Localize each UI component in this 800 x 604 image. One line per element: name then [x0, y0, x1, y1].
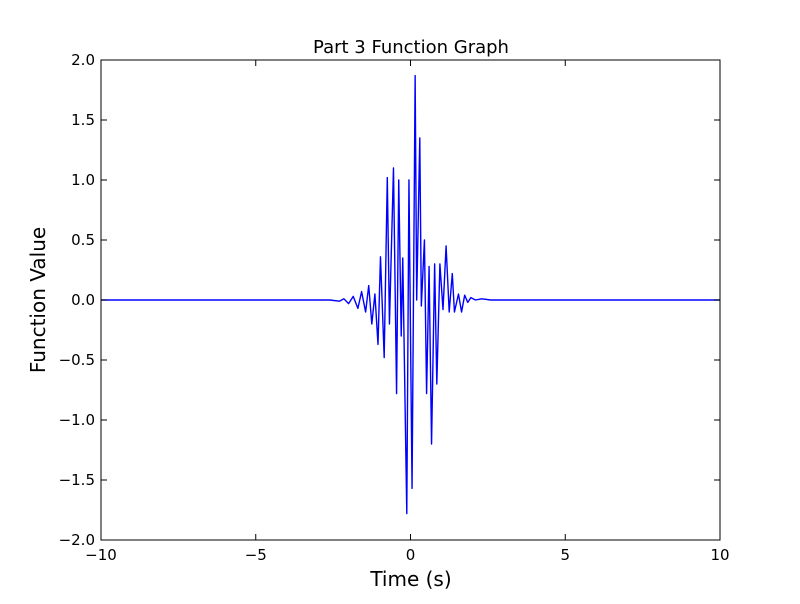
x-tick-label: 0 — [406, 546, 416, 564]
x-tick-label: 5 — [560, 546, 570, 564]
y-axis-ticks: 2.0 1.5 1.0 0.5 0.0 −0.5 −1.0 −1.5 −2.0 — [59, 51, 720, 549]
x-tick-label: 10 — [710, 546, 729, 564]
x-tick-label: −5 — [245, 546, 267, 564]
x-axis-title: Time (s) — [369, 567, 451, 591]
y-tick-label: −1.0 — [59, 411, 95, 429]
y-tick-label: 2.0 — [71, 51, 95, 69]
series-line-0 — [101, 74, 720, 515]
x-tick-label: −10 — [85, 546, 117, 564]
x-axis-ticks: −10 −5 0 5 10 — [85, 60, 730, 564]
y-tick-label: 0.5 — [71, 231, 95, 249]
y-tick-label: 1.0 — [71, 171, 95, 189]
y-tick-label: −0.5 — [59, 351, 95, 369]
y-axis-title: Function Value — [26, 227, 50, 373]
chart-title: Part 3 Function Graph — [313, 37, 509, 58]
y-tick-label: 0.0 — [71, 291, 95, 309]
y-tick-label: 1.5 — [71, 111, 95, 129]
y-tick-label: −1.5 — [59, 471, 95, 489]
y-tick-label: −2.0 — [59, 531, 95, 549]
